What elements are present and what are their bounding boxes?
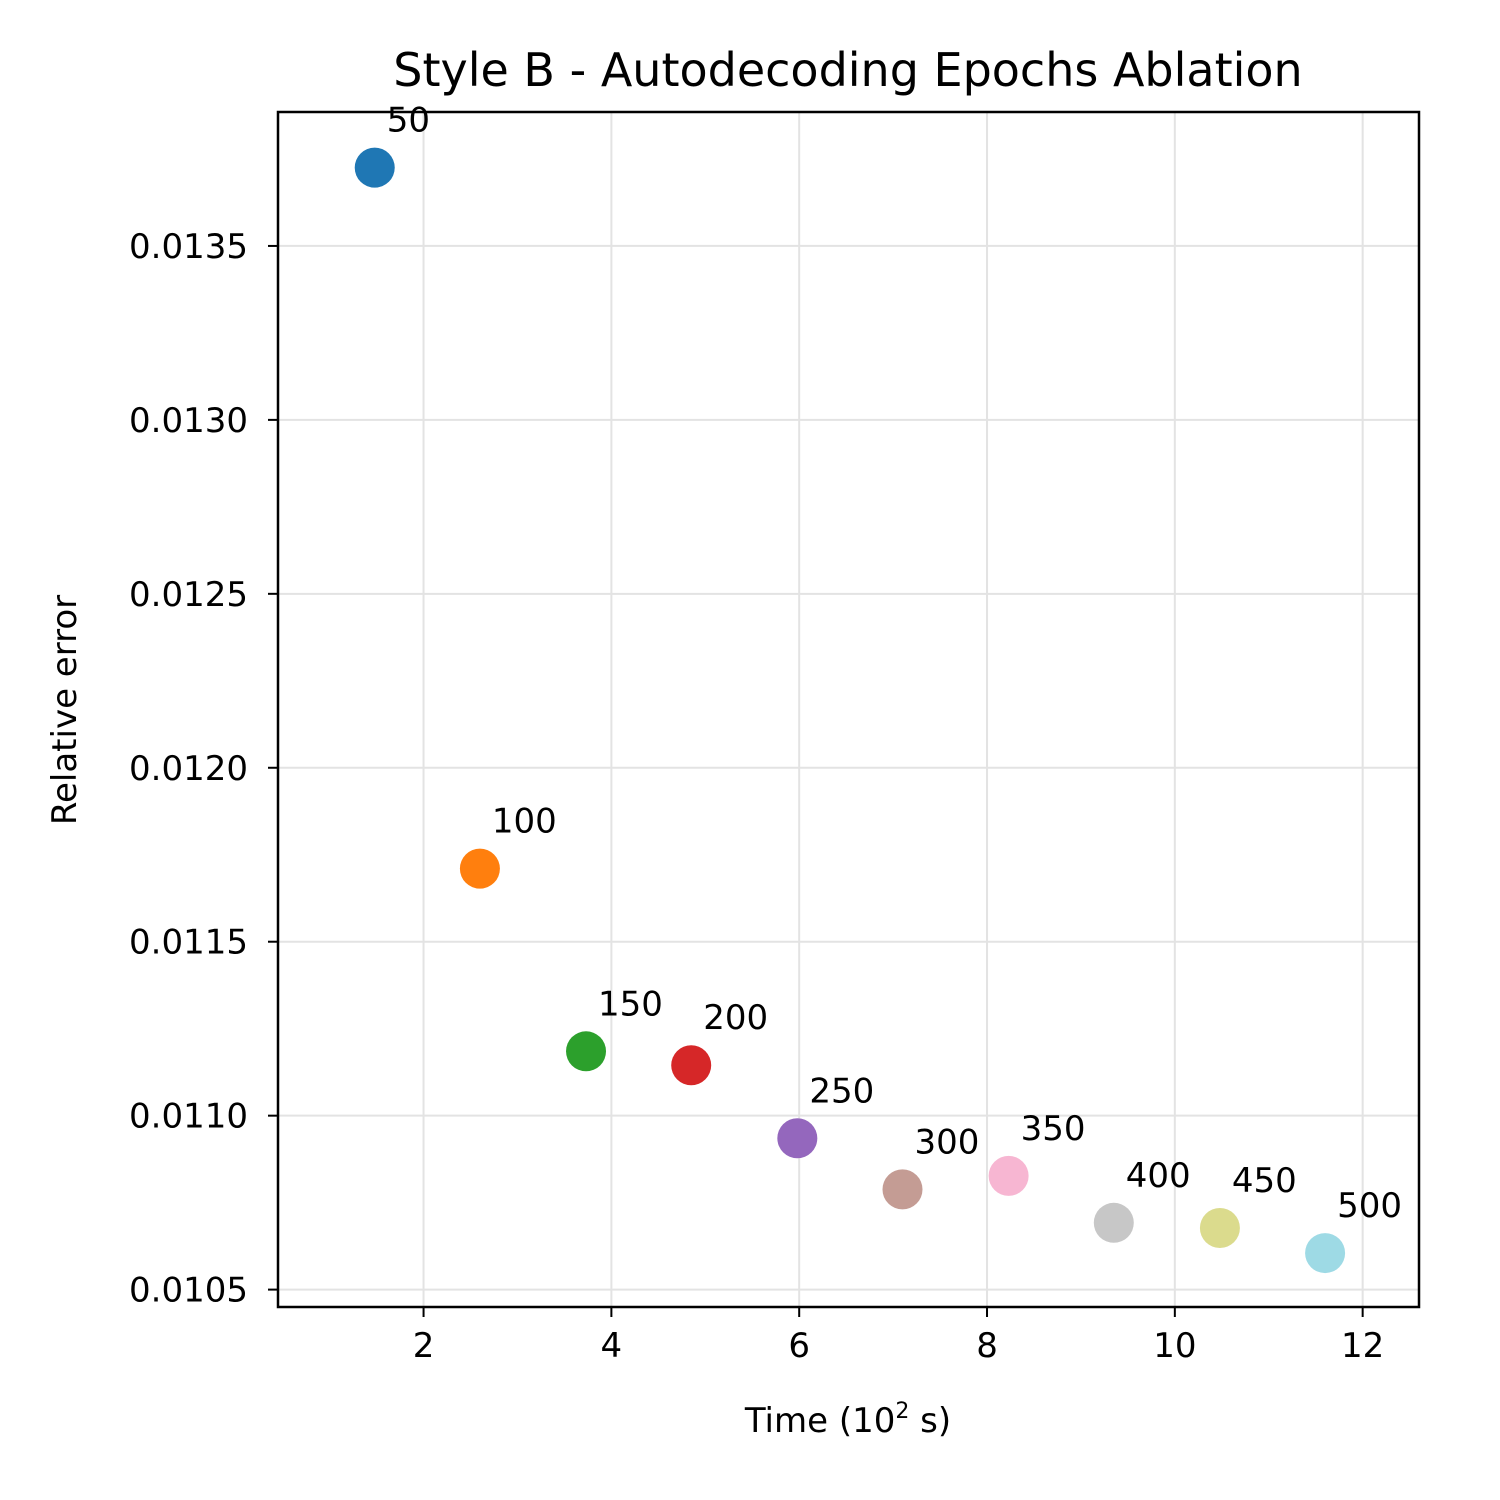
x-axis-label-end: s) [909,1401,951,1441]
data-point [1093,1202,1134,1243]
data-point [354,147,395,188]
data-point-label: 300 [914,1122,979,1162]
data-point-label: 150 [598,984,663,1024]
data-point-label: 350 [1021,1109,1086,1149]
data-point-label: 200 [703,998,768,1038]
y-tick-label: 0.0125 [129,575,248,615]
data-point-label: 100 [492,802,557,842]
tick-layer: 2 4 6 8 10 12 0.0105 0.0110 0.0115 0.0120 0.0125 0.… [129,227,1384,1366]
data-point [988,1155,1029,1196]
y-axis-label: Relative error [45,595,85,825]
data-point [459,848,500,889]
y-tick-label: 0.0105 [129,1271,248,1311]
data-point-label: 250 [809,1071,874,1111]
data-point [671,1045,712,1086]
y-tick-label: 0.0110 [129,1097,248,1137]
x-tick-label: 2 [413,1326,435,1366]
x-axis-label: Time (102 s) [744,1399,951,1441]
chart-title: Style B - Autodecoding Epochs Ablation [393,43,1302,97]
x-tick-label: 4 [601,1326,623,1366]
data-point-label: 450 [1232,1161,1297,1201]
point-layer: 50 100 150 200 250 300 350 400 450 500 [354,101,1402,1274]
x-tick-label: 6 [788,1326,810,1366]
data-point [566,1031,607,1072]
data-point-label: 50 [387,101,430,141]
grid-layer [278,112,1419,1307]
x-tick-label: 8 [976,1326,998,1366]
y-tick-label: 0.0115 [129,923,248,963]
plot-frame [276,110,1421,1309]
data-point-label: 500 [1337,1186,1402,1226]
data-point [882,1169,923,1210]
data-point-label: 400 [1126,1156,1191,1196]
x-tick-label: 10 [1153,1326,1196,1366]
y-tick-label: 0.0120 [129,749,248,789]
x-axis-label-main: Time (10 [744,1401,896,1441]
data-point [777,1118,818,1159]
x-axis-label-superscript: 2 [895,1399,909,1424]
y-tick-label: 0.0135 [129,227,248,267]
data-point [1305,1233,1346,1274]
data-point [1199,1208,1240,1249]
y-tick-label: 0.0130 [129,401,248,441]
x-tick-label: 12 [1341,1326,1384,1366]
